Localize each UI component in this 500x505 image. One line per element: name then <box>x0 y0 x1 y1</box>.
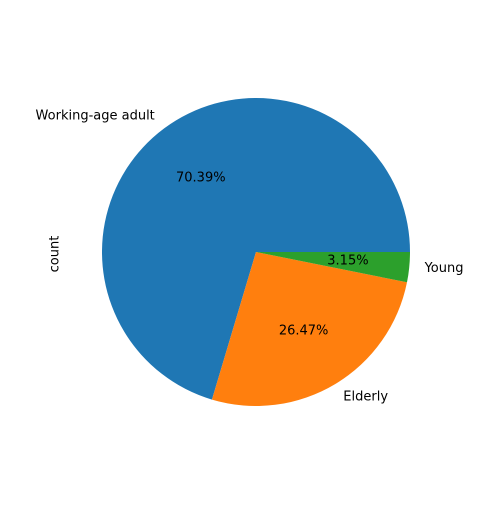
pie-labels: Working-age adult 70.39% Elderly 26.47% Youn… <box>36 109 464 405</box>
pie-slices <box>101 97 410 406</box>
y-axis-label: count <box>48 236 63 273</box>
slice-label-elderly: Elderly <box>343 390 388 405</box>
slice-percent-working-age-adult: 70.39% <box>176 170 226 185</box>
pie-slice-working-age-adult <box>101 97 410 400</box>
slice-percent-elderly: 26.47% <box>279 324 329 339</box>
slice-label-working-age-adult: Working-age adult <box>36 109 155 124</box>
slice-percent-young: 3.15% <box>327 254 368 269</box>
pie-slice-young <box>256 252 410 283</box>
slice-label-young: Young <box>424 261 464 276</box>
pie-slice-elderly <box>211 252 407 406</box>
